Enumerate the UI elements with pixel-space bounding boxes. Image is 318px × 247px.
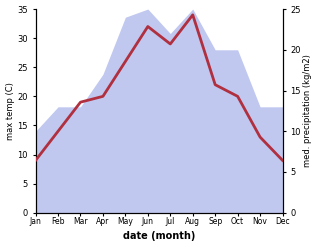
Y-axis label: max temp (C): max temp (C) <box>5 82 15 140</box>
X-axis label: date (month): date (month) <box>123 231 195 242</box>
Y-axis label: med. precipitation (kg/m2): med. precipitation (kg/m2) <box>303 54 313 167</box>
